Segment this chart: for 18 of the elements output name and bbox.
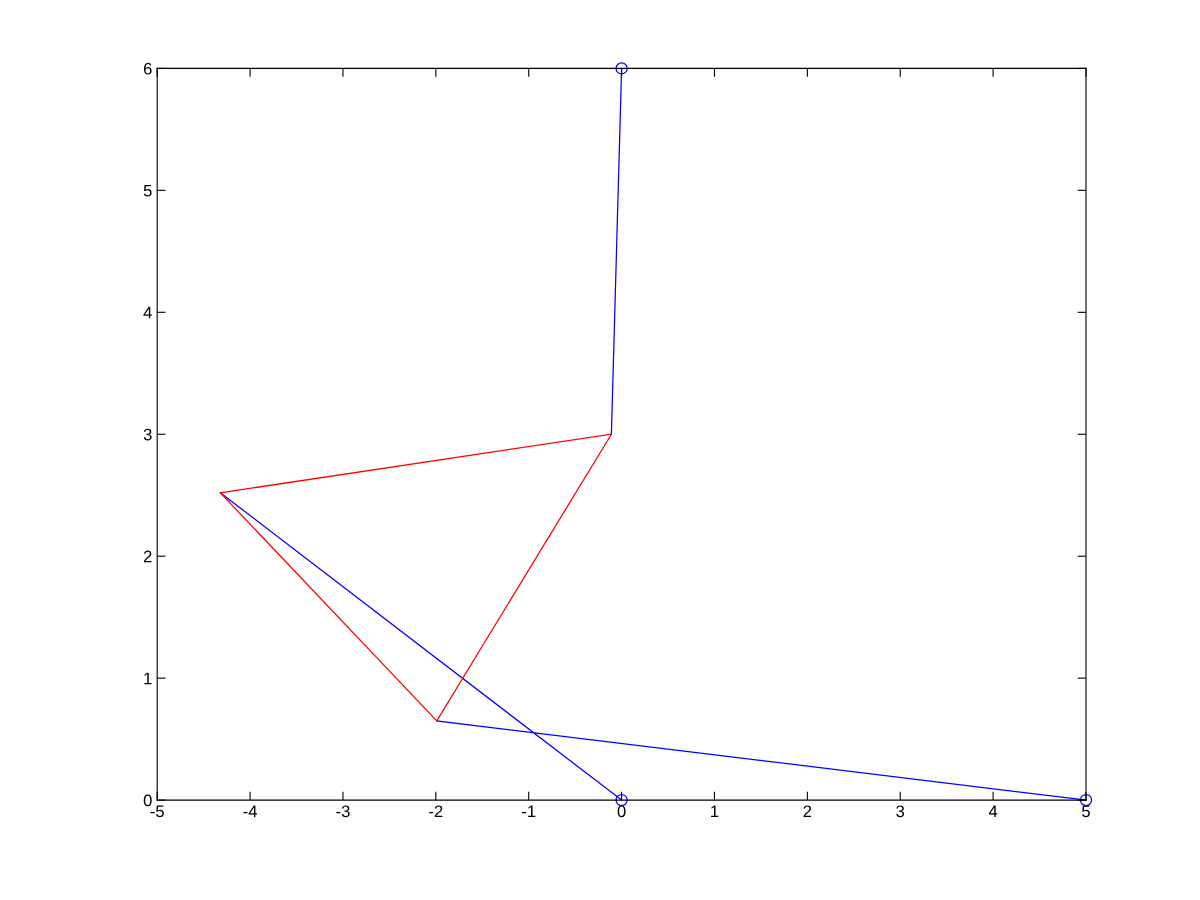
x-tick-label: -3	[336, 805, 350, 818]
x-tick-label: -2	[429, 805, 443, 818]
y-tick-label: 4	[143, 306, 152, 319]
y-tick-label: 3	[143, 428, 152, 441]
x-tick-label: -1	[522, 805, 536, 818]
x-tick-label: 1	[711, 805, 719, 818]
x-tick-label: -4	[243, 805, 257, 818]
y-tick-label: 5	[143, 184, 152, 197]
x-tick-label: 4	[988, 805, 998, 818]
y-tick-label: 2	[143, 550, 152, 563]
x-tick-label: 5	[1082, 805, 1090, 818]
x-tick-label: 3	[896, 805, 905, 818]
x-tick-label: 2	[803, 805, 812, 818]
x-tick-label: 0	[617, 805, 626, 818]
y-tick-label: 1	[144, 672, 152, 685]
y-tick-label: 6	[143, 62, 152, 75]
y-tick-label: 0	[143, 794, 152, 807]
x-tick-label: -5	[150, 805, 164, 818]
